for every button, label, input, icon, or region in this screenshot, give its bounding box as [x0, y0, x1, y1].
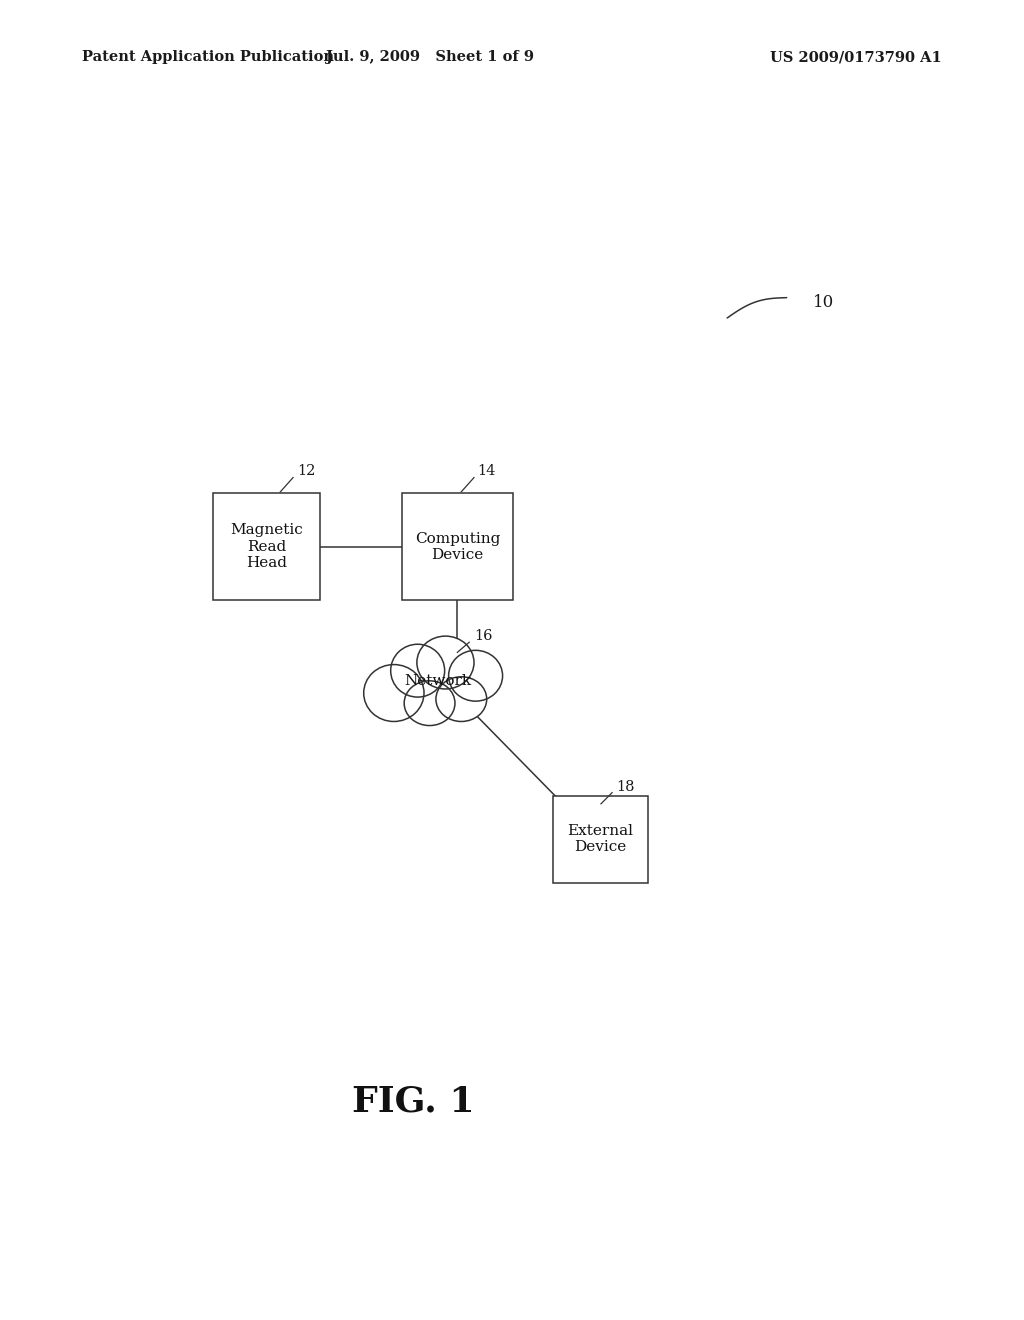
Text: FIG. 1: FIG. 1: [352, 1085, 475, 1118]
Text: Network: Network: [403, 673, 471, 688]
Ellipse shape: [449, 651, 503, 701]
Text: External
Device: External Device: [567, 824, 633, 854]
FancyBboxPatch shape: [401, 494, 513, 601]
FancyBboxPatch shape: [553, 796, 648, 883]
Text: US 2009/0173790 A1: US 2009/0173790 A1: [770, 50, 942, 65]
Text: 18: 18: [616, 780, 635, 793]
Ellipse shape: [417, 636, 474, 689]
Ellipse shape: [404, 681, 455, 726]
Text: Jul. 9, 2009   Sheet 1 of 9: Jul. 9, 2009 Sheet 1 of 9: [326, 50, 535, 65]
Text: 12: 12: [297, 465, 315, 478]
Text: Computing
Device: Computing Device: [415, 532, 500, 562]
Ellipse shape: [436, 677, 486, 722]
Ellipse shape: [391, 644, 444, 697]
FancyBboxPatch shape: [213, 494, 321, 601]
Text: Patent Application Publication: Patent Application Publication: [82, 50, 334, 65]
Text: 10: 10: [813, 294, 835, 312]
Text: 14: 14: [477, 465, 496, 478]
Ellipse shape: [364, 664, 424, 722]
Text: Magnetic
Read
Head: Magnetic Read Head: [230, 524, 303, 570]
Text: 16: 16: [474, 630, 493, 643]
